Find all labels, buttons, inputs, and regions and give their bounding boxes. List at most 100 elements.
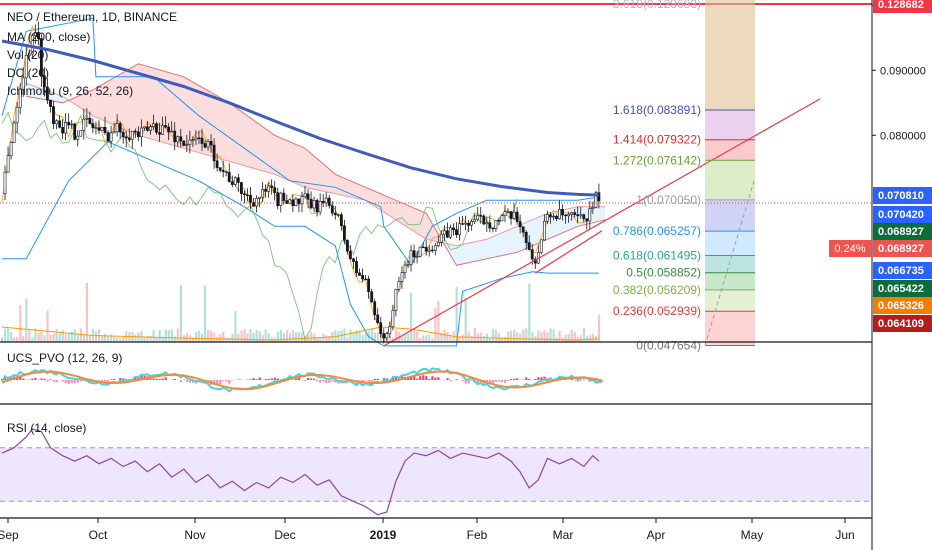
candle-body: [367, 278, 371, 292]
volume-bar: [461, 334, 464, 342]
candle: [203, 139, 207, 149]
pvo-histogram-bar: [325, 380, 328, 384]
pvo-histogram-bar: [173, 378, 176, 380]
candle: [376, 308, 380, 324]
ichimoku-cloud-segment: [350, 180, 354, 198]
pvo-histogram-bar: [158, 379, 161, 380]
candle: [55, 119, 58, 130]
rsi-title: RSI (14, close): [7, 421, 86, 435]
volume-bar: [52, 333, 55, 342]
candle: [379, 316, 383, 338]
volume-bar: [76, 333, 79, 342]
volume-bar: [564, 334, 567, 342]
pvo-histogram-bar: [491, 380, 495, 384]
ichimoku-cloud-segment: [532, 218, 536, 246]
pvo-signal-line: [1, 370, 603, 391]
volume-bar: [301, 332, 304, 342]
pvo-histogram-bar: [434, 377, 437, 380]
candle: [176, 135, 180, 147]
volume-bar: [373, 332, 376, 342]
candle-body: [188, 139, 192, 145]
pvo-histogram-bar: [364, 380, 367, 381]
ichimoku-cloud-segment: [123, 70, 127, 131]
time-axis[interactable]: Sep Oct Nov Dec 2019 Feb Mar Apr May Jun: [0, 518, 855, 542]
volume-bar: [61, 330, 64, 342]
volume-bar: [367, 331, 370, 342]
candle-body: [545, 214, 549, 222]
ichimoku-cloud-segment: [105, 81, 108, 123]
candle-body: [512, 211, 516, 219]
candle: [64, 113, 68, 141]
volume-bar: [334, 330, 337, 342]
main-price-panel[interactable]: [0, 0, 872, 347]
candle-body: [327, 197, 331, 206]
candle-body: [521, 226, 525, 233]
candle-body: [191, 139, 195, 141]
candle: [591, 201, 595, 214]
pvo-histogram-bar: [122, 378, 125, 380]
candle: [412, 244, 416, 264]
ichimoku-cloud-segment: [241, 111, 245, 166]
volume-bar: [64, 334, 67, 342]
ichimoku-cloud-segment: [326, 166, 330, 193]
candle-body: [6, 155, 10, 173]
pvo-histogram-bar: [485, 380, 488, 382]
candle-body: [494, 220, 498, 230]
candle-body: [373, 301, 377, 316]
pvo-histogram-bar: [331, 380, 334, 382]
volume-bar: [428, 334, 431, 342]
volume-bar: [185, 333, 188, 342]
ichimoku-cloud-segment: [195, 83, 199, 153]
candle-body: [82, 118, 86, 131]
panel-frames: [0, 341, 932, 519]
candle-body: [573, 212, 577, 216]
pvo-histogram-bar: [246, 379, 249, 380]
ichimoku-cloud-segment: [202, 87, 205, 155]
candle-body: [382, 333, 386, 339]
fib-level-label: 0(0.047654): [636, 339, 701, 353]
candle: [318, 193, 322, 216]
volume-bar: [194, 331, 198, 342]
candle-body: [121, 131, 125, 138]
candle-body: [58, 120, 62, 128]
candle-body: [61, 127, 65, 134]
pvo-histogram-bar: [249, 379, 252, 380]
ichimoku-cloud-segment: [305, 148, 308, 188]
price-tag-label: 0.066735: [878, 265, 924, 277]
time-tick-label: 2019: [370, 528, 397, 542]
candle-body: [27, 53, 31, 56]
candle-body: [385, 333, 389, 339]
candle: [246, 188, 249, 202]
volume-bar: [37, 332, 40, 342]
fib-level-label: 0.618(0.061495): [613, 249, 701, 263]
fib-level-label: 1.414(0.079322): [613, 133, 701, 147]
volume-bar: [149, 335, 152, 342]
ichimoku-cloud-segment: [505, 230, 508, 255]
price-tick-label: 0.090000: [880, 65, 926, 77]
candle-body: [42, 75, 46, 88]
trendline-support[interactable]: [534, 230, 603, 274]
volume-bar: [82, 334, 85, 342]
pvo-histogram-bar: [376, 378, 379, 380]
candle-body: [118, 123, 122, 133]
ichimoku-cloud-segment: [302, 147, 305, 188]
ichimoku-cloud-segment: [356, 183, 360, 199]
rsi-panel[interactable]: 100.000075.000050.000025.000059.8505: [0, 403, 931, 516]
volume-bar: [116, 338, 119, 342]
volume-bar: [197, 330, 201, 342]
ichimoku-cloud-segment: [150, 67, 154, 140]
candle-body: [303, 193, 307, 198]
candle: [403, 260, 407, 279]
pvo-histogram-bar: [373, 378, 376, 380]
volume-bar: [443, 330, 446, 342]
candle: [58, 115, 62, 129]
ichimoku-cloud-segment: [447, 243, 451, 255]
candle: [491, 227, 495, 233]
pvo-histogram-bar: [449, 380, 452, 382]
candle-body: [209, 141, 213, 146]
volume-bar: [173, 336, 176, 342]
pvo-histogram-bar: [52, 380, 55, 382]
volume-bar: [243, 329, 246, 342]
price-axis[interactable]: 0.1000000.0900000.0800000.1286820.070810…: [829, 0, 932, 550]
